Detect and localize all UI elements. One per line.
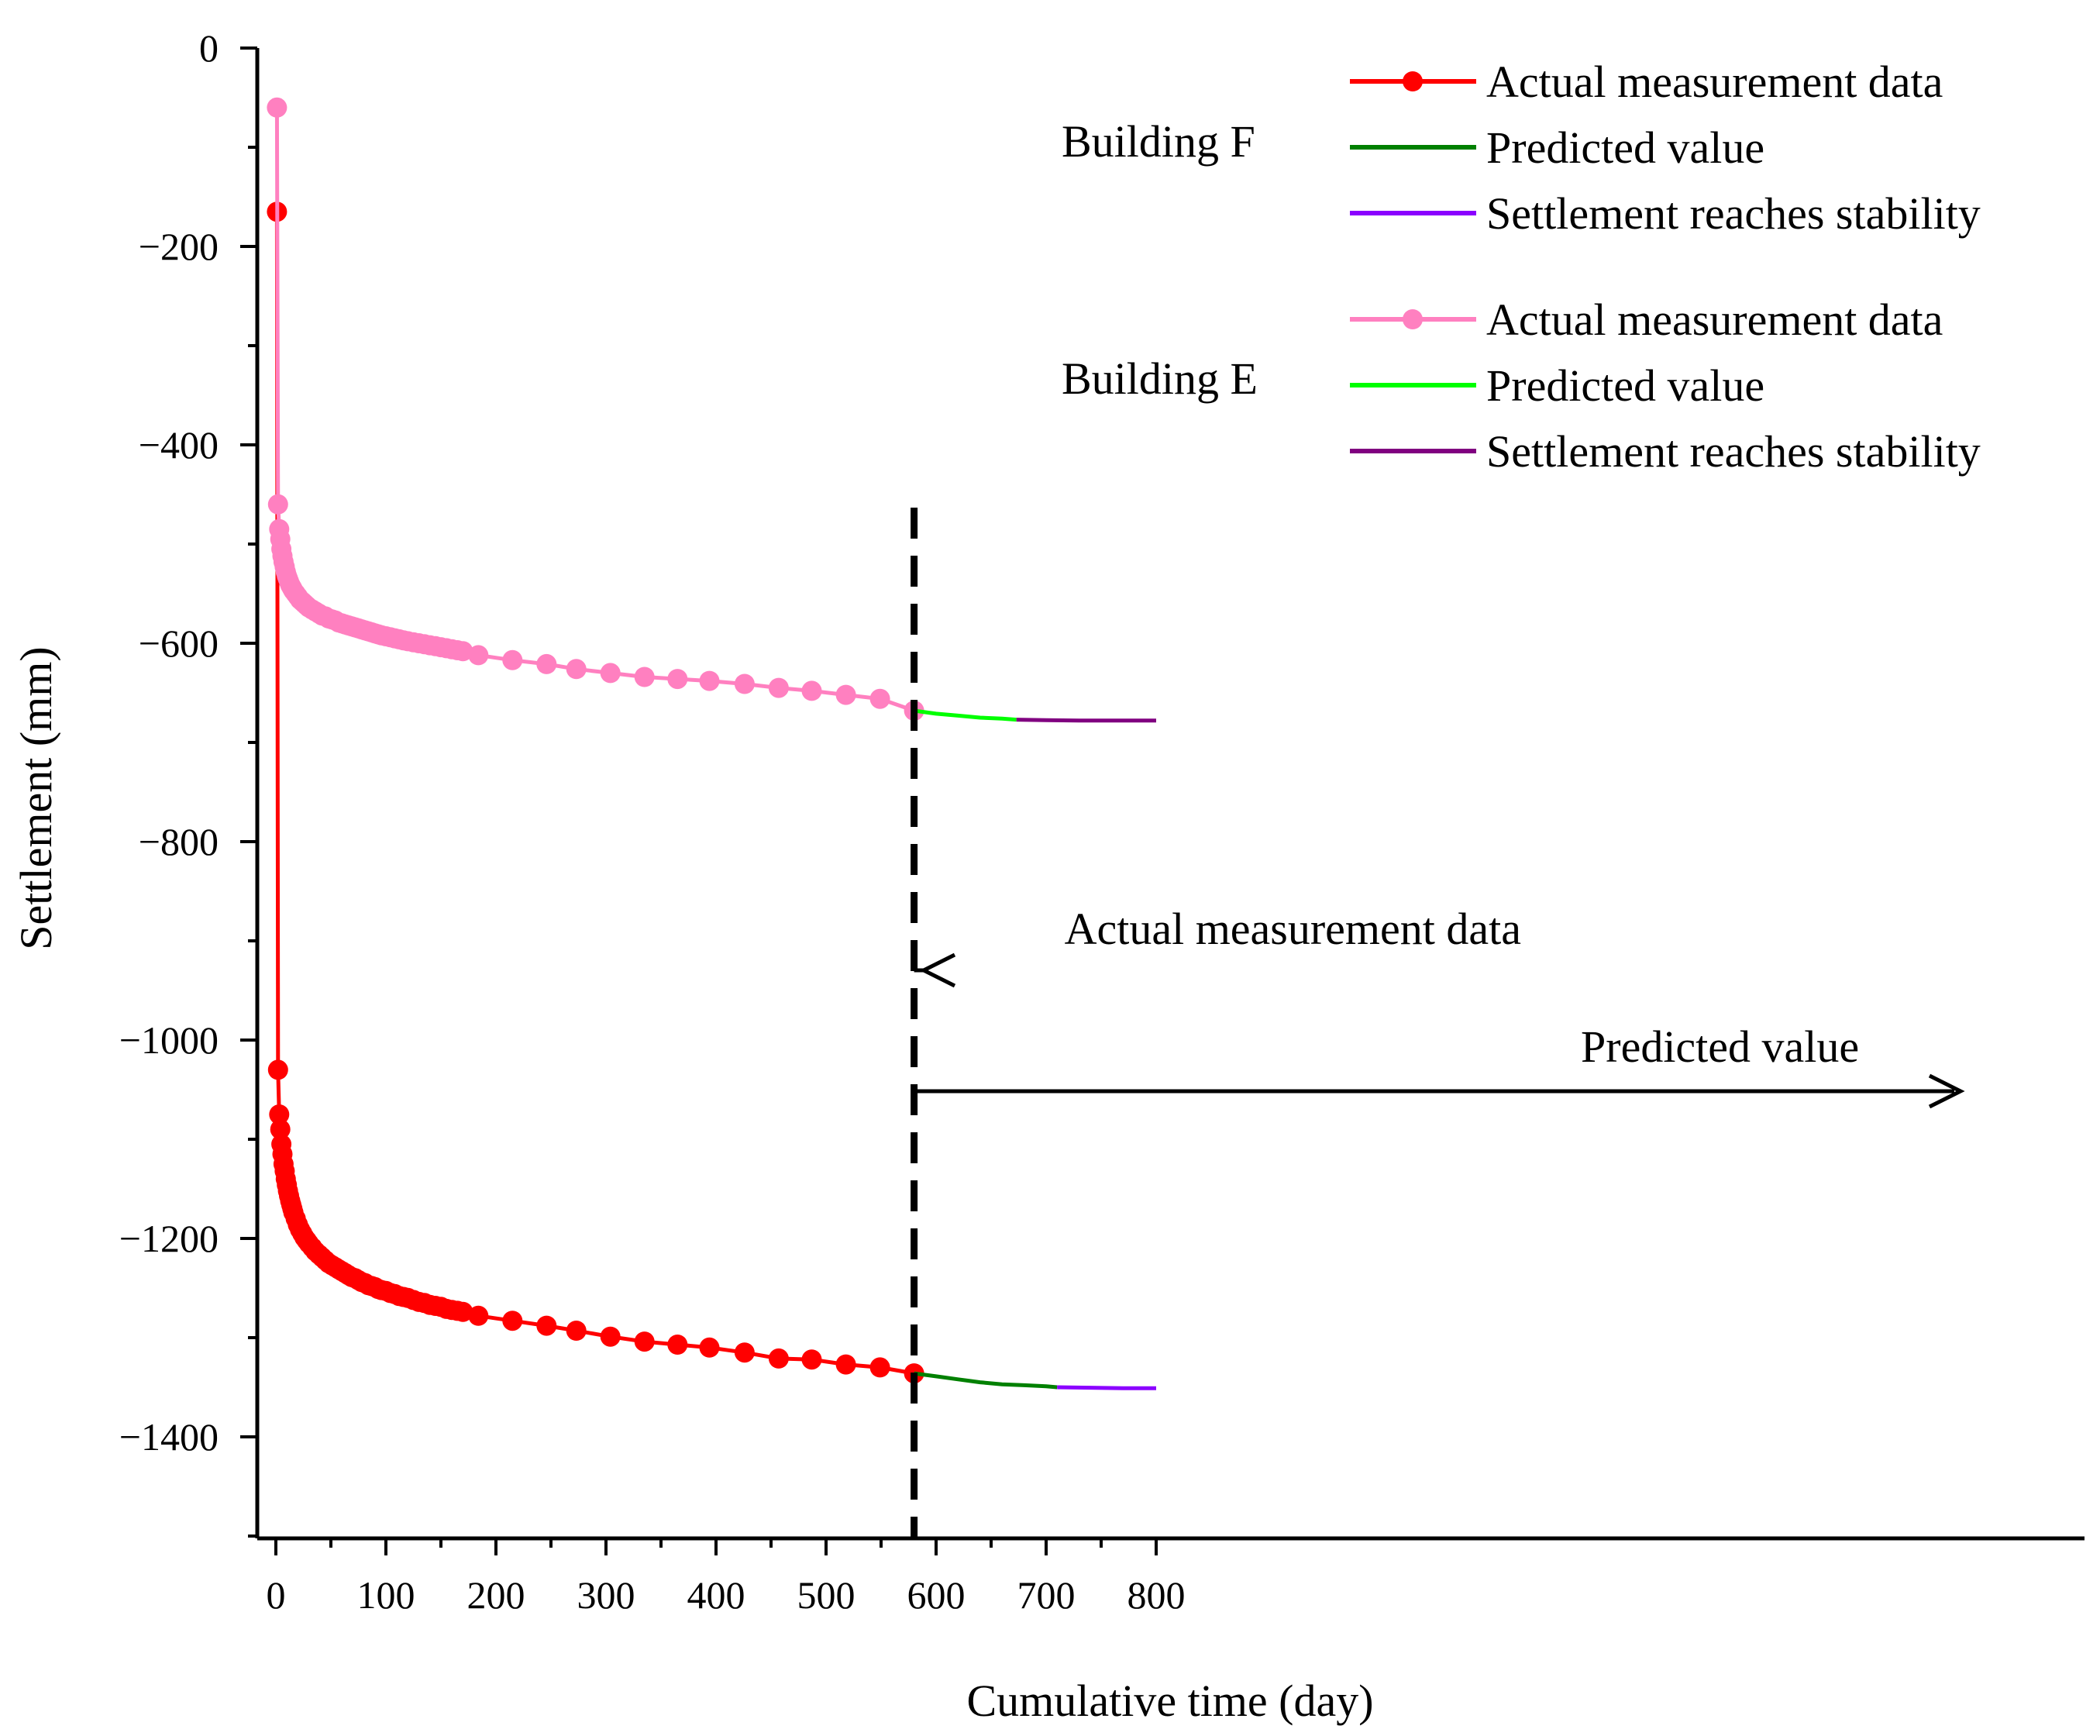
y-axis-title: Settlement (mm)	[11, 646, 61, 949]
building-e-actual-measurement-data-point	[536, 653, 557, 674]
legend-entry-label: Predicted value	[1486, 122, 1764, 173]
building-f-settlement-reaches-stability-line	[1057, 1385, 1156, 1390]
building-e-settlement-reaches-stability-line	[1016, 718, 1156, 723]
x-tick-label: 800	[1127, 1573, 1186, 1617]
y-tick-label: 0	[199, 26, 219, 70]
annotation-right-arrow-head	[1928, 1073, 1965, 1109]
annotation-left-arrow-head	[919, 952, 956, 988]
building-e-actual-measurement-data-point	[502, 649, 523, 670]
building-e-actual-measurement-data-point	[801, 680, 822, 701]
plot-area	[267, 97, 1156, 1390]
x-tick-label: 500	[797, 1573, 855, 1617]
y-tick-label: −600	[139, 622, 219, 665]
building-e-actual-measurement-data-point	[267, 97, 287, 118]
y-tick-label: −1000	[119, 1018, 219, 1062]
building-e-actual-measurement-data-point	[566, 659, 587, 680]
x-tick-label: 600	[907, 1573, 966, 1617]
building-f-actual-measurement-data-point	[267, 1059, 288, 1080]
building-f-actual-measurement-data-point	[502, 1311, 523, 1331]
building-e-actual-measurement-data-point	[667, 669, 688, 690]
building-e-actual-measurement-data-point	[768, 677, 789, 698]
building-f-actual-measurement-data-point	[801, 1349, 822, 1370]
x-tick-label: 100	[357, 1573, 415, 1617]
axes: 0 100 200 300 400 500 600 700 800 0 −200 −400 −600 −8…	[119, 26, 2085, 1617]
building-f-actual-measurement-data-point	[453, 1301, 473, 1322]
x-tick-label: 300	[577, 1573, 635, 1617]
legend-entry-label: Settlement reaches stability	[1486, 426, 1981, 477]
legend-entry-label: Predicted value	[1486, 360, 1764, 411]
x-tick-label: 200	[467, 1573, 525, 1617]
building-f-actual-measurement-data-point	[768, 1348, 789, 1369]
legend-entry-label: Settlement reaches stability	[1486, 188, 1981, 239]
legend: Building F Actual measurement data Predict…	[1062, 57, 1981, 477]
building-e-actual-measurement-data-point	[634, 666, 655, 687]
building-f-predicted-value-line	[914, 1371, 1058, 1390]
y-tick-label: −1400	[119, 1415, 219, 1459]
annotations-layer: Actual measurement data Predicted value	[911, 508, 1965, 1538]
building-f-actual-measurement-data-point	[835, 1354, 856, 1375]
building-f-actual-measurement-data-point	[869, 1357, 890, 1378]
building-e-actual-measurement-data-point	[835, 684, 856, 705]
y-tick-label: −400	[139, 423, 219, 467]
building-f-actual-measurement-data-point	[734, 1342, 755, 1363]
legend-group-title: Building E	[1062, 353, 1258, 404]
building-f-actual-measurement-data-point	[269, 1104, 290, 1125]
building-e-actual-measurement-data-point	[453, 641, 473, 662]
annotation-actual-label: Actual measurement data	[1065, 904, 1521, 954]
building-e-actual-measurement-data-line	[274, 107, 915, 713]
building-f-actual-measurement-data-point	[468, 1305, 489, 1326]
x-tick-label: 700	[1017, 1573, 1076, 1617]
building-e-actual-measurement-data-point	[600, 663, 621, 684]
y-tick-label: −1200	[119, 1217, 219, 1260]
building-f-actual-measurement-data-line	[274, 212, 915, 1376]
building-e-actual-measurement-data-point	[869, 688, 890, 709]
building-f-actual-measurement-data-point	[536, 1315, 557, 1336]
legend-group-title: Building F	[1062, 116, 1255, 167]
annotation-predicted-label: Predicted value	[1581, 1021, 1859, 1072]
building-f-actual-measurement-data-point	[667, 1335, 688, 1355]
building-e-actual-measurement-data-point	[468, 645, 489, 666]
building-e-predicted-value-line	[914, 708, 1017, 722]
building-f-actual-measurement-data-point	[699, 1337, 720, 1358]
building-f-actual-measurement-data-point	[634, 1331, 655, 1352]
x-axis-title: Cumulative time (day)	[966, 1676, 1373, 1726]
building-e-actual-measurement-data-point	[267, 494, 288, 515]
legend-swatch-marker	[1403, 309, 1423, 329]
legend-entry-label: Actual measurement data	[1486, 294, 1943, 345]
building-e-actual-measurement-data-point	[699, 670, 720, 691]
building-f-actual-measurement-data-point	[270, 1119, 291, 1140]
building-e-actual-measurement-data-point	[734, 673, 755, 694]
y-tick-label: −200	[139, 225, 219, 268]
building-f-actual-measurement-data-point	[600, 1326, 621, 1347]
x-tick-label: 0	[267, 1573, 286, 1617]
legend-entry-label: Actual measurement data	[1486, 57, 1943, 107]
y-tick-label: −800	[139, 820, 219, 863]
legend-swatch-marker	[1403, 71, 1423, 91]
x-tick-label: 400	[687, 1573, 745, 1617]
building-f-actual-measurement-data-point	[566, 1321, 587, 1341]
